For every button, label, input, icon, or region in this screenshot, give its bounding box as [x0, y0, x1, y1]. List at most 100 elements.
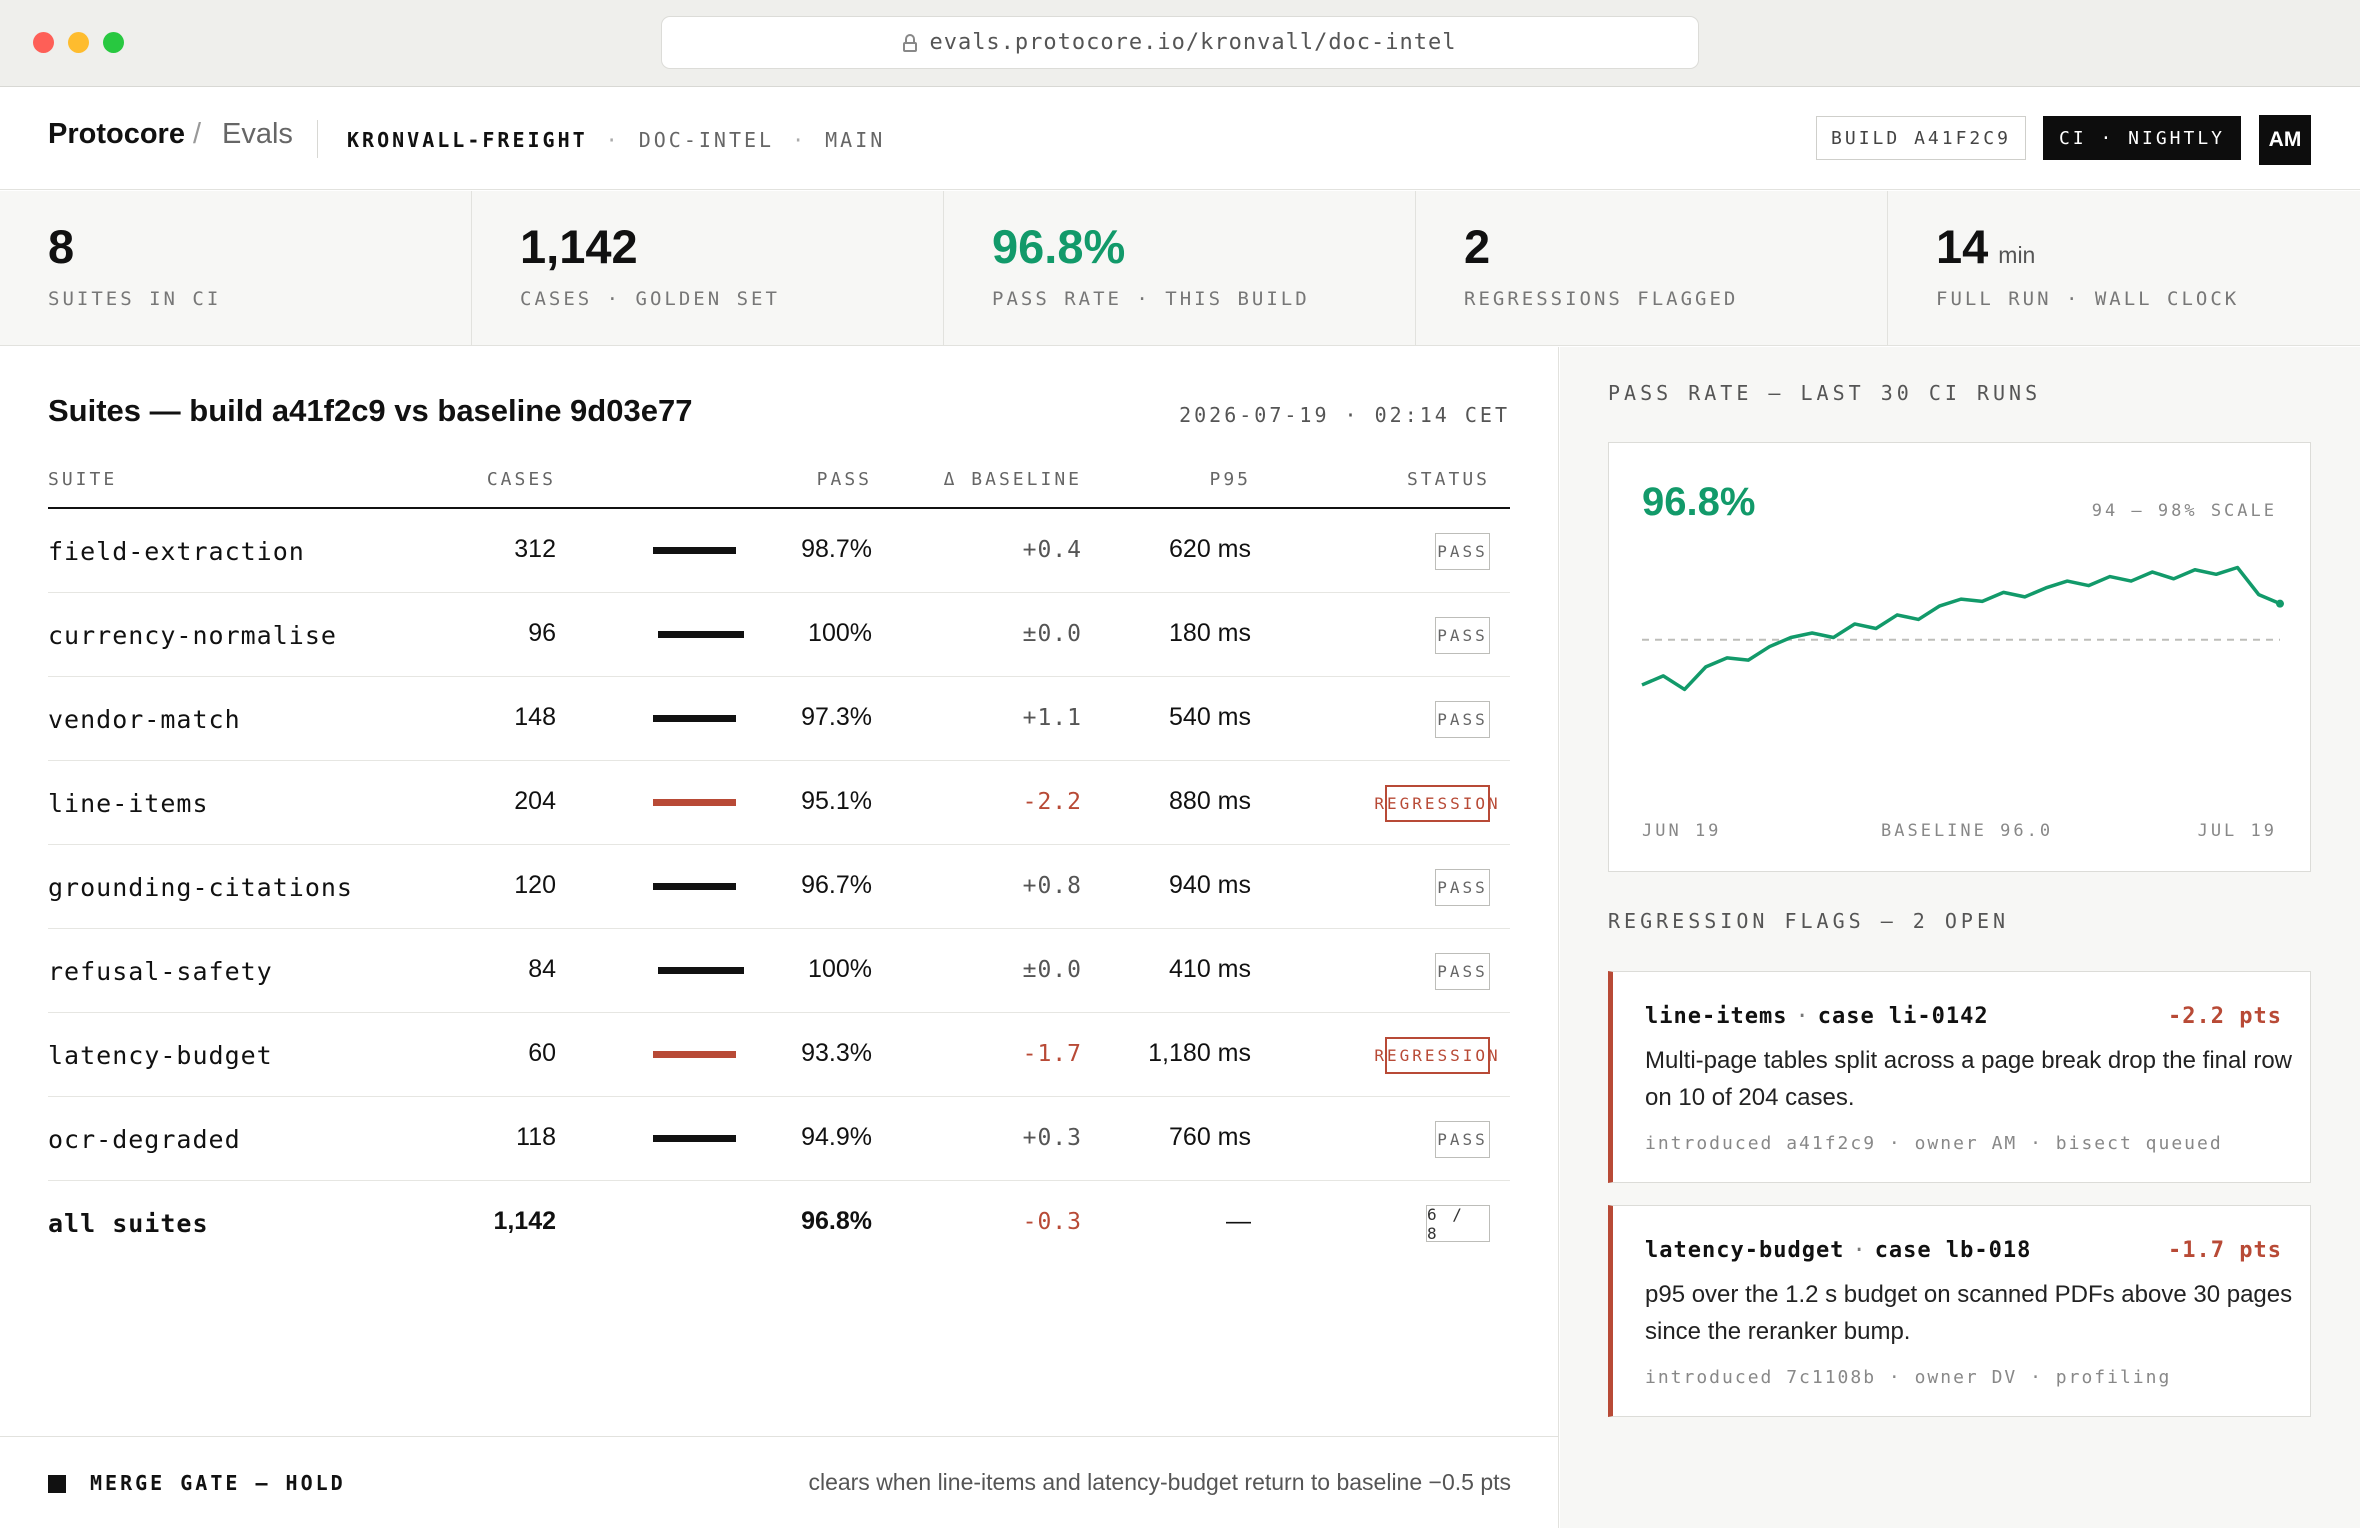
pass-bar — [653, 1051, 736, 1058]
suite-cases: 312 — [514, 535, 556, 563]
breadcrumb-org[interactable]: KRONVALL-FREIGHT — [347, 128, 588, 152]
baseline-delta: -1.7 — [1022, 1041, 1082, 1067]
suites-timestamp: 2026-07-19 · 02:14 CET — [1179, 403, 1510, 427]
suite-cases: 84 — [528, 955, 556, 983]
status-badge[interactable]: PASS — [1435, 533, 1490, 570]
window-minimize-button[interactable] — [68, 32, 89, 53]
col-p95[interactable]: P95 — [1209, 469, 1251, 490]
status-badge[interactable]: PASS — [1435, 869, 1490, 906]
breadcrumb-project[interactable]: DOC-INTEL — [638, 128, 775, 152]
suite-name[interactable]: field-extraction — [48, 537, 305, 566]
table-row[interactable]: vendor-match 148 97.3% +1.1 540 ms PASS — [48, 677, 1510, 761]
pass-rate-point — [2276, 599, 2284, 608]
x-axis-end: JUL 19 — [2197, 821, 2277, 841]
address-bar[interactable]: evals.protocore.io/kronvall/doc-intel — [661, 16, 1699, 69]
flag-title: line-items · case li-0142 — [1645, 1004, 1989, 1029]
suite-cases: 120 — [514, 871, 556, 899]
col-suite[interactable]: SUITE — [48, 469, 118, 490]
trend-heading: PASS RATE — LAST 30 CI RUNS — [1608, 381, 2042, 405]
pass-bar — [653, 799, 736, 806]
suite-cases: 1,142 — [493, 1207, 556, 1235]
pass-rate: 96.7% — [801, 871, 872, 899]
kpi-pass-rate: 96.8% PASS RATE · THIS BUILD — [944, 191, 1416, 346]
flag-card[interactable]: latency-budget · case lb-018 -1.7 pts p95 … — [1608, 1205, 2311, 1417]
baseline-delta: ±0.0 — [1022, 957, 1082, 983]
flag-body: Multi-page tables split across a page br… — [1645, 1047, 2293, 1111]
p95-latency: 1,180 ms — [1148, 1039, 1251, 1067]
pass-rate: 100% — [808, 955, 872, 983]
section-link[interactable]: Evals — [222, 118, 293, 150]
baseline-delta: ±0.0 — [1022, 621, 1082, 647]
table-row[interactable]: field-extraction 312 98.7% +0.4 620 ms PASS — [48, 509, 1510, 593]
table-header: SUITE CASES PASS Δ BASELINE P95 STATUS — [48, 457, 1510, 509]
kpi-full-run: 14 min FULL RUN · WALL CLOCK — [1888, 191, 2360, 346]
kpi-value: 2 — [1464, 220, 1491, 273]
gate-note: clears when line-items and latency-budge… — [808, 1469, 1511, 1495]
suites-passing-count: 6 / 8 — [1426, 1205, 1490, 1243]
table-row-total: all suites 1,142 96.8% -0.3 — 6 / 8 — [48, 1181, 1510, 1265]
suites-title: Suites — build a41f2c9 vs baseline 9d03e… — [48, 393, 693, 428]
p95-latency: 410 ms — [1169, 955, 1251, 983]
pass-bar — [653, 547, 736, 554]
baseline-delta: +0.8 — [1022, 873, 1082, 899]
ci-tag[interactable]: CI · NIGHTLY — [2043, 116, 2241, 160]
col-cases[interactable]: CASES — [486, 469, 556, 490]
window-close-button[interactable] — [33, 32, 54, 53]
suite-name[interactable]: refusal-safety — [48, 957, 273, 986]
status-badge[interactable]: PASS — [1435, 701, 1490, 738]
window-maximize-button[interactable] — [103, 32, 124, 53]
p95-latency: 880 ms — [1169, 787, 1251, 815]
kpi-label: PASS RATE · THIS BUILD — [992, 288, 1310, 310]
p95-latency: 540 ms — [1169, 703, 1251, 731]
kpi-label: REGRESSIONS FLAGGED — [1464, 288, 1739, 310]
baseline-delta: +0.4 — [1022, 537, 1082, 563]
p95-latency: 180 ms — [1169, 619, 1251, 647]
table-row[interactable]: currency-normalise 96 100% ±0.0 180 ms PASS — [48, 593, 1510, 677]
pass-bar — [653, 883, 736, 890]
table-row[interactable]: latency-budget 60 93.3% -1.7 1,180 ms REGRESS… — [48, 1013, 1510, 1097]
status-badge[interactable]: REGRESSION — [1374, 1037, 1498, 1074]
suite-name[interactable]: line-items — [48, 789, 209, 818]
trend-chart: 96.8% 94 — 98% SCALE JUN 19 BASELINE 96.… — [1608, 442, 2311, 872]
trend-current-value: 96.8% — [1642, 480, 1756, 524]
baseline-delta: +0.3 — [1022, 1125, 1082, 1151]
kpi-value: 96.8% — [992, 220, 1126, 273]
col-status[interactable]: STATUS — [1406, 469, 1490, 490]
breadcrumb: KRONVALL-FREIGHT · DOC-INTEL · MAIN — [347, 128, 885, 152]
suite-name[interactable]: latency-budget — [48, 1041, 273, 1070]
baseline-delta: -0.3 — [1022, 1209, 1082, 1235]
kpi-label: FULL RUN · WALL CLOCK — [1936, 288, 2240, 310]
p95-latency: 620 ms — [1169, 535, 1251, 563]
table-row[interactable]: line-items 204 95.1% -2.2 880 ms REGRESSION — [48, 761, 1510, 845]
status-badge[interactable]: PASS — [1435, 1121, 1490, 1158]
col-delta[interactable]: Δ BASELINE — [943, 469, 1082, 490]
table-row[interactable]: refusal-safety 84 100% ±0.0 410 ms PASS — [48, 929, 1510, 1013]
status-badge[interactable]: PASS — [1435, 953, 1490, 990]
flag-card[interactable]: line-items · case li-0142 -2.2 pts Multi-p… — [1608, 971, 2311, 1183]
brand-logo[interactable]: Protocore — [48, 118, 185, 150]
suite-name[interactable]: vendor-match — [48, 705, 241, 734]
app-header: Protocore / Evals KRONVALL-FREIGHT · DOC… — [0, 88, 2360, 190]
table-row[interactable]: ocr-degraded 118 94.9% +0.3 760 ms PASS — [48, 1097, 1510, 1181]
kpi-cases: 1,142 CASES · GOLDEN SET — [472, 191, 944, 346]
trend-chart-svg — [1641, 565, 2284, 692]
baseline-delta: -2.2 — [1022, 789, 1082, 815]
suite-name[interactable]: grounding-citations — [48, 873, 353, 902]
suite-name[interactable]: ocr-degraded — [48, 1125, 241, 1154]
suite-name[interactable]: currency-normalise — [48, 621, 337, 650]
suite-cases: 148 — [514, 703, 556, 731]
col-pass[interactable]: PASS — [816, 469, 872, 490]
build-tag[interactable]: BUILD A41F2C9 — [1816, 116, 2026, 160]
status-badge[interactable]: PASS — [1435, 617, 1490, 654]
breadcrumb-branch[interactable]: MAIN — [825, 128, 886, 152]
pass-bar — [658, 967, 744, 974]
avatar[interactable]: AM — [2259, 115, 2311, 165]
pass-bar — [653, 1135, 736, 1142]
kpi-value: 14 min — [1936, 220, 2036, 273]
status-badge[interactable]: REGRESSION — [1374, 785, 1498, 822]
table-row[interactable]: grounding-citations 120 96.7% +0.8 940 ms PAS… — [48, 845, 1510, 929]
flags-heading: REGRESSION FLAGS — 2 OPEN — [1608, 909, 2010, 933]
suite-cases: 60 — [528, 1039, 556, 1067]
gate-label: MERGE GATE — HOLD — [90, 1471, 346, 1495]
breadcrumb-separator: · — [605, 128, 621, 152]
